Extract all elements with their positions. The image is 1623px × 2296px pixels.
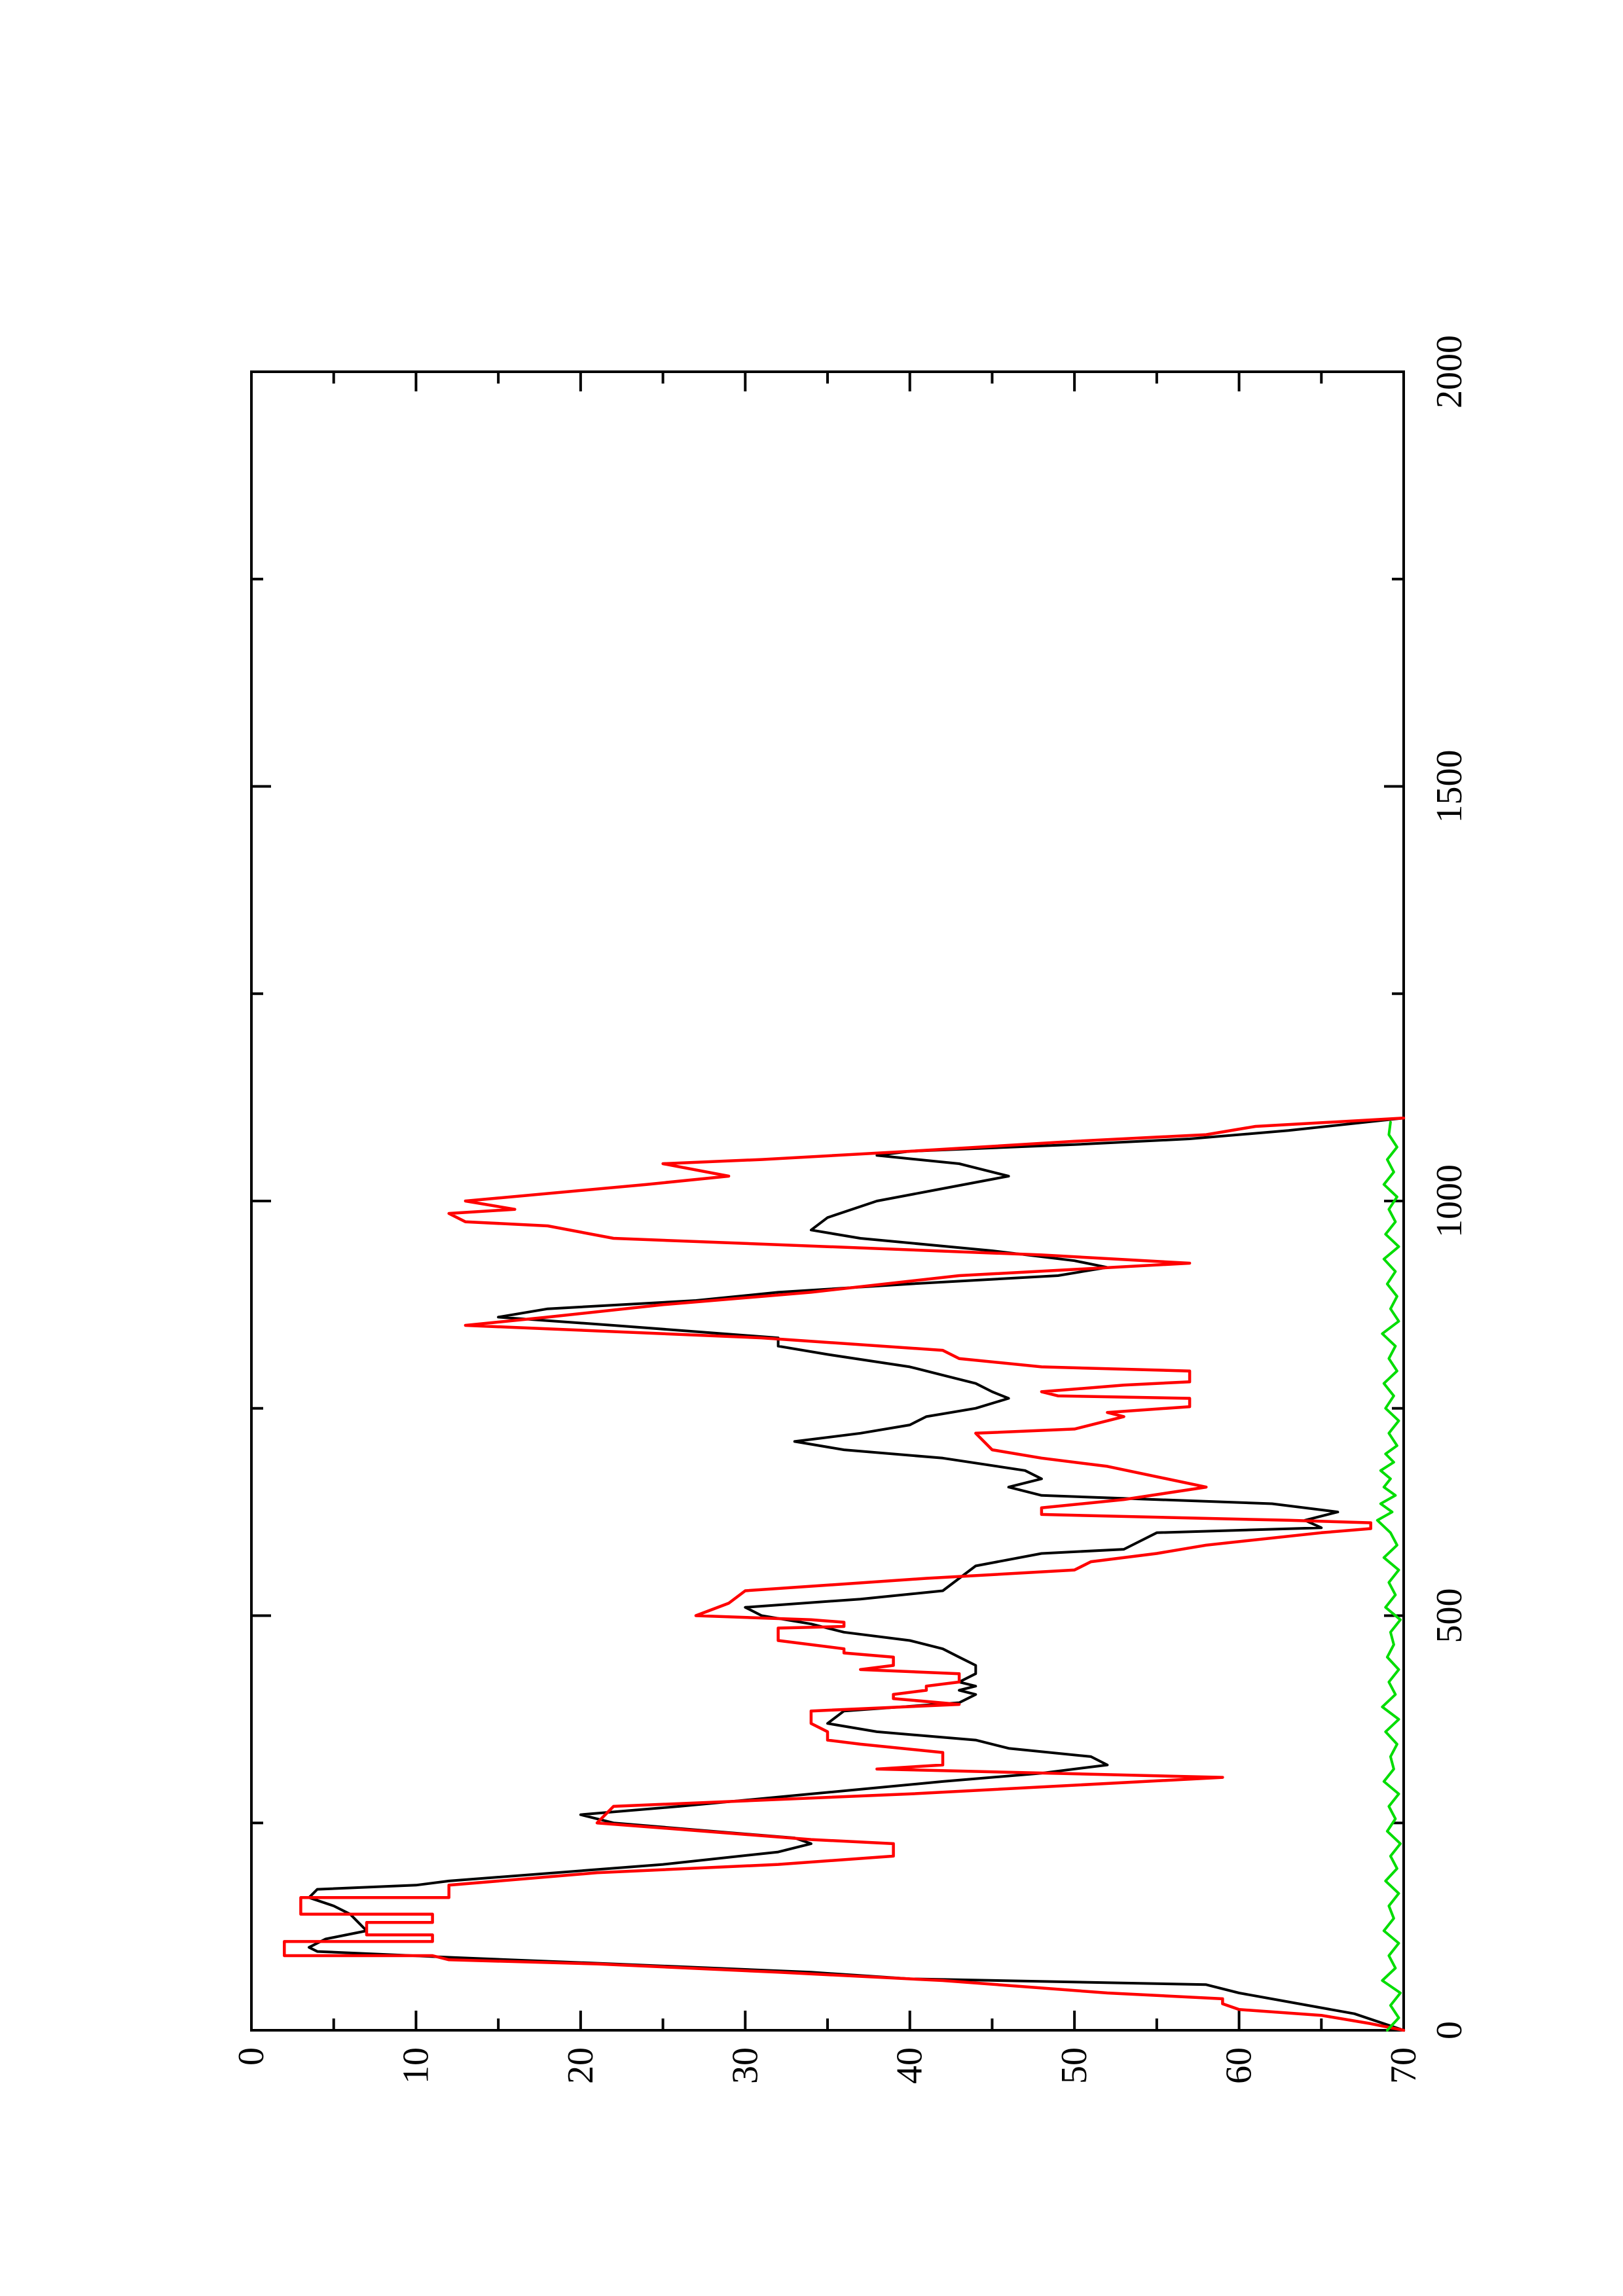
plot-frame xyxy=(250,370,1405,2032)
series-line-2 xyxy=(283,1117,1406,2032)
x-tick-label: 500 xyxy=(1429,1588,1470,1643)
tick-marks xyxy=(250,370,1405,2032)
x-tick-label: 1500 xyxy=(1429,750,1470,823)
series-layer xyxy=(283,1117,1406,2032)
y-tick-label: 20 xyxy=(560,2047,601,2084)
series-line-3 xyxy=(1376,1121,1402,2032)
y-tick-label: 0 xyxy=(231,2047,272,2066)
x-tick-labels: 0 500 1000 1500 2000 xyxy=(1429,335,1470,2039)
y-tick-labels: 0 10 20 30 40 50 60 70 xyxy=(231,2047,1424,2084)
y-tick-label: 40 xyxy=(890,2047,930,2084)
x-tick-label: 2000 xyxy=(1429,335,1470,408)
y-tick-label: 10 xyxy=(395,2047,436,2084)
y-tick-label: 70 xyxy=(1383,2047,1424,2084)
x-tick-label: 0 xyxy=(1429,2021,1470,2039)
y-tick-label: 50 xyxy=(1054,2047,1095,2084)
plot-area xyxy=(250,370,1406,2032)
y-tick-label: 60 xyxy=(1219,2047,1260,2084)
x-tick-label: 1000 xyxy=(1429,1164,1470,1238)
y-tick-label: 30 xyxy=(725,2047,765,2084)
